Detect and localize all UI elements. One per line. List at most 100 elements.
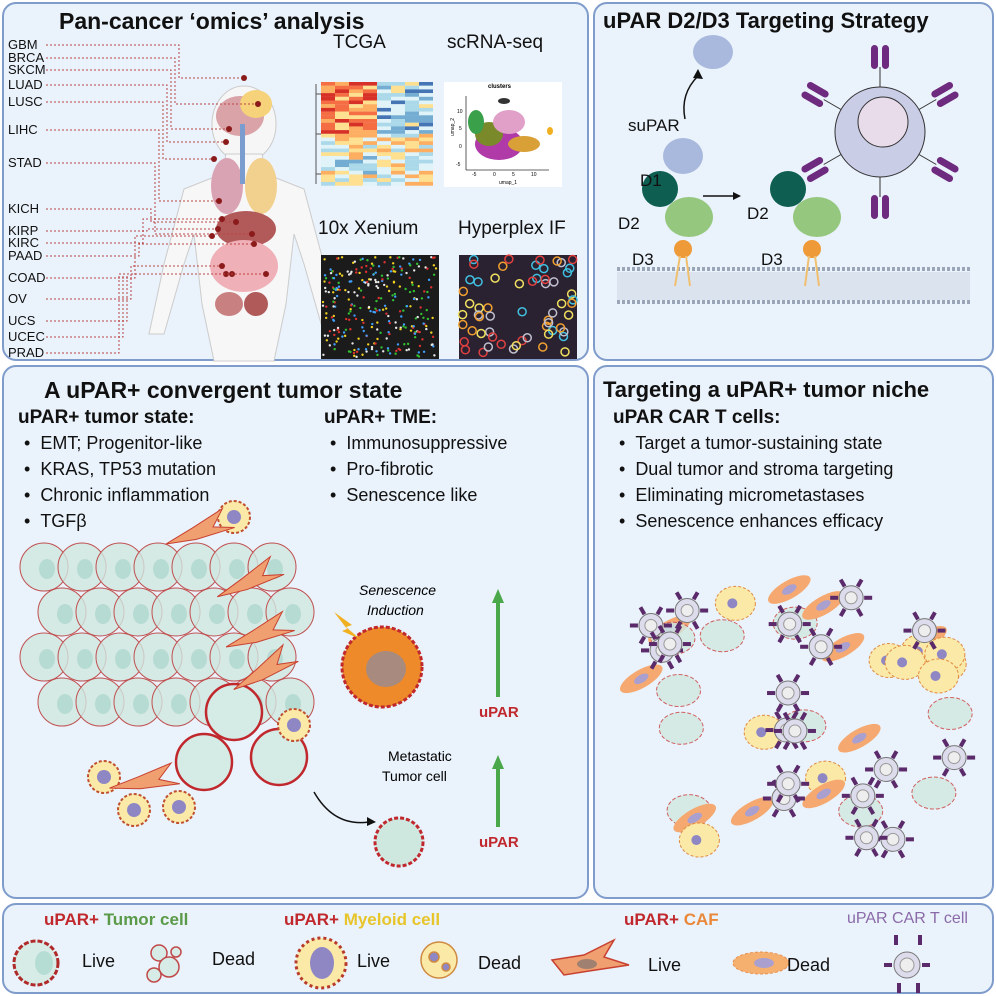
tumor-nucleus	[191, 559, 207, 579]
heatmap-cell	[321, 152, 335, 157]
xenium-dot	[376, 286, 380, 290]
car-t-cell	[648, 624, 691, 664]
xenium-dot	[353, 314, 356, 317]
heatmap-cell	[349, 152, 363, 157]
heatmap-cell	[405, 107, 419, 112]
xenium-dot	[387, 330, 390, 334]
heatmap-cell	[363, 178, 377, 182]
xenium-dot	[391, 267, 394, 271]
heatmap-cell	[321, 163, 335, 168]
xenium-dot	[402, 323, 406, 326]
xenium-dot	[413, 332, 417, 335]
lightning-icon	[334, 612, 360, 639]
bullet-item: Eliminating micrometastases	[615, 482, 893, 508]
xenium-dot	[353, 348, 356, 352]
heatmap-cell	[321, 100, 335, 105]
heatmap-cell	[377, 152, 391, 157]
heatmap-cell	[391, 111, 405, 116]
heatmap-cell	[419, 89, 433, 94]
xenium-dot	[355, 350, 359, 354]
xenium-dot	[358, 271, 361, 275]
xenium-dot	[365, 264, 368, 268]
xenium-dot	[394, 295, 397, 298]
xenium-dot	[374, 307, 377, 310]
heatmap-cell	[349, 96, 363, 101]
xenium-dot	[335, 257, 339, 260]
tcga-label: TCGA	[333, 32, 386, 53]
heatmap-cell	[391, 126, 405, 131]
upar-up-arrow-2	[492, 755, 504, 827]
if-cell	[517, 306, 527, 317]
bullet-item: KRAS, TP53 mutation	[20, 456, 216, 482]
heatmap-cell	[335, 181, 349, 186]
heatmap-cell	[391, 137, 405, 142]
xenium-dot	[359, 306, 362, 310]
heatmap-cell	[335, 130, 349, 134]
xenium-dot	[344, 328, 348, 332]
cancer-type-label: BRCA	[8, 50, 45, 65]
if-cell	[458, 319, 468, 330]
xenium-dot	[361, 278, 364, 282]
xenium-dot	[347, 312, 351, 315]
xenium-dot	[375, 299, 378, 303]
organ-dot	[219, 263, 225, 269]
heatmap-cell	[377, 181, 391, 186]
xenium-dot	[364, 281, 367, 284]
legend-caf-dead: Dead	[787, 955, 831, 975]
heatmap-cell	[349, 115, 363, 120]
heatmap-cell	[321, 111, 335, 116]
xenium-dot	[323, 334, 327, 337]
heatmap-cell	[335, 170, 349, 175]
senescence-label-line: Induction	[367, 602, 424, 618]
legend-caf-title: uPAR+ CAF	[624, 910, 719, 930]
xenium-dot	[416, 315, 419, 319]
organ-dot	[223, 139, 229, 145]
heatmap-cell	[377, 126, 391, 131]
legend-myeloid-title: uPAR+ Myeloid cell	[284, 910, 440, 930]
organ-dot	[223, 271, 229, 277]
xenium-dot	[385, 285, 389, 288]
car-t-cell	[767, 764, 810, 803]
xenium-dot	[409, 329, 413, 332]
scrna-label: scRNA-seq	[447, 32, 544, 53]
heatmap-cell	[405, 167, 419, 171]
bullet-item: Dual tumor and stroma targeting	[615, 456, 893, 482]
tumor-nucleus	[285, 604, 301, 624]
if-cell	[543, 329, 554, 339]
xenium-dot	[387, 319, 391, 323]
cancer-type-leader-lines	[46, 44, 269, 354]
if-cell	[478, 347, 488, 358]
xenium-dot	[423, 290, 426, 293]
xenium-dot	[389, 256, 392, 259]
heatmap-cell	[391, 178, 405, 182]
xenium-dot	[381, 308, 385, 311]
bullet-item: Immunosuppressive	[326, 430, 507, 456]
heatmap-cell	[419, 82, 433, 86]
heatmap-cell	[405, 144, 419, 149]
xenium-dot	[352, 351, 356, 355]
if-cell	[555, 323, 566, 333]
heatmap-cell	[405, 152, 419, 157]
heatmap-cell	[335, 141, 349, 145]
tumor-nucleus	[115, 559, 131, 579]
tumor-nucleus	[153, 559, 169, 579]
heatmap-cell	[419, 85, 433, 90]
car-t-cell	[865, 750, 908, 789]
xenium-dot	[374, 278, 377, 282]
if-cell	[459, 337, 469, 347]
xenium-dot	[322, 353, 325, 357]
car-t-cell	[629, 606, 672, 645]
car-t-cell	[845, 818, 888, 857]
heatmap-cell	[377, 178, 391, 182]
xenium-dot	[348, 318, 351, 321]
heatmap-cell	[405, 170, 419, 175]
heatmap-cell	[363, 115, 377, 120]
heatmap-cell	[391, 148, 405, 153]
umap-plot	[444, 82, 562, 187]
heatmap-cell	[335, 148, 349, 153]
heatmap-cell	[335, 126, 349, 131]
xenium-dot	[324, 316, 328, 320]
xenium-dot	[387, 349, 390, 352]
heatmap-cell	[419, 122, 433, 127]
if-cell	[543, 318, 554, 328]
